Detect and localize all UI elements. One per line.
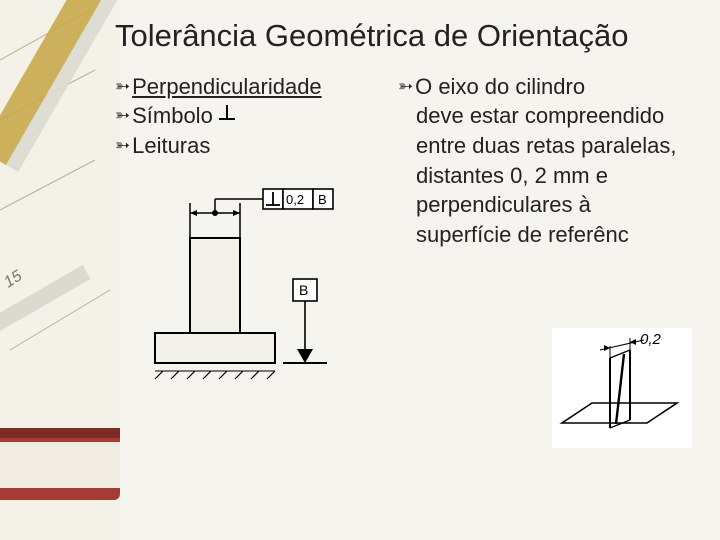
bullet-text: Perpendicularidade <box>132 72 322 102</box>
feature-control-frame: 0,2 B <box>263 189 333 209</box>
datum-label: B <box>299 282 308 298</box>
slide-title: Tolerância Geométrica de Orientação <box>115 18 705 54</box>
left-column: ➳ Perpendicularidade ➳ Símbolo ➳ Leitura… <box>115 72 390 398</box>
datum-b: B <box>283 279 327 363</box>
fcf-tolerance: 0,2 <box>286 192 304 207</box>
description-text: ➳ O eixo do cilindro deve estar compreen… <box>398 72 688 250</box>
bullet-leituras: ➳ Leituras <box>115 131 390 161</box>
bullet-perpendicularidade: ➳ Perpendicularidade <box>115 72 390 102</box>
desc-body: deve estar compreendido entre duas retas… <box>416 101 688 249</box>
desc-lead: O eixo do cilindro <box>415 72 585 102</box>
bullet-icon: ➳ <box>115 101 130 130</box>
technical-drawing-main: 0,2 B B <box>135 183 365 393</box>
bullet-icon: ➳ <box>115 131 130 160</box>
bullet-simbolo: ➳ Símbolo <box>115 101 390 131</box>
bullet-icon: ➳ <box>398 72 413 101</box>
zone-dim-label: 0,2 <box>640 331 662 348</box>
binder-corner <box>0 420 120 500</box>
bullet-icon: ➳ <box>115 72 130 101</box>
bullet-text: Leituras <box>132 131 210 161</box>
tolerance-zone-diagram: 0,2 <box>552 328 692 448</box>
perpendicularity-symbol-icon <box>217 101 237 131</box>
bullet-text: Símbolo <box>132 101 213 131</box>
fcf-datum: B <box>318 192 327 207</box>
